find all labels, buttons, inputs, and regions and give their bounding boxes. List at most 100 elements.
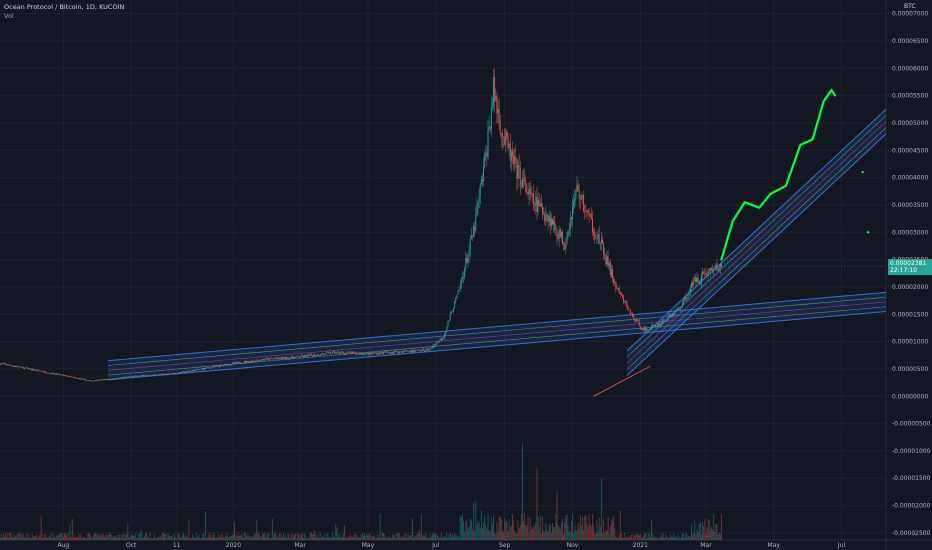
volume-bar (437, 536, 439, 540)
candle-body (235, 362, 237, 364)
volume-bar (115, 535, 117, 540)
candle-body (585, 211, 587, 212)
candle-body (701, 274, 702, 282)
candle-body (496, 96, 498, 114)
volume-bar (506, 521, 508, 540)
candle-body (110, 379, 112, 380)
volume-bar (60, 532, 62, 540)
volume-bar (201, 534, 203, 540)
volume-bar (616, 536, 618, 540)
volume-bar (572, 514, 573, 540)
volume-bar (446, 532, 448, 540)
volume-bar (604, 533, 606, 540)
candle-body (513, 155, 515, 164)
candle-body (59, 374, 61, 376)
candle-body (180, 372, 182, 373)
volume-bar (370, 536, 372, 540)
candle-body (57, 373, 59, 375)
volume-bar (274, 533, 276, 540)
candle-body (15, 366, 17, 367)
candle-body (384, 351, 386, 353)
candle-body (499, 123, 501, 135)
volume-bar (288, 534, 290, 540)
candle-body (196, 369, 198, 370)
volume-bar (406, 537, 408, 540)
candle-body (85, 379, 87, 381)
candle-body (575, 190, 577, 199)
candle-body (30, 368, 32, 370)
candle-body (126, 376, 128, 378)
volume-bar (170, 535, 172, 540)
candle-body (175, 373, 177, 374)
candle-body (261, 359, 263, 361)
candle-body (566, 236, 568, 245)
volume-bar (715, 524, 717, 540)
volume-bar (379, 513, 381, 540)
candle-body (277, 357, 279, 359)
volume-bar (477, 520, 479, 540)
candle-body (637, 319, 639, 322)
candle-body (552, 218, 553, 225)
candle-body (117, 377, 119, 379)
volume-bar (618, 534, 620, 540)
candle-body (495, 96, 497, 102)
volume-bar (310, 532, 312, 540)
channel-inner-line (107, 306, 887, 376)
volume-bar (579, 515, 581, 540)
candle-body (0, 363, 2, 365)
candle-body (705, 273, 707, 276)
candle-body (526, 192, 528, 193)
candle-body (547, 214, 549, 222)
candle-body (166, 373, 168, 375)
candle-body (660, 322, 662, 324)
candle-body (346, 352, 348, 354)
volume-bar (146, 533, 148, 540)
volume-bar (569, 532, 571, 540)
volume-bar (291, 533, 293, 540)
candle-body (470, 235, 472, 239)
candle-body (457, 290, 459, 295)
volume-bar (582, 517, 583, 540)
candle-body (634, 318, 636, 322)
candle-body (315, 355, 317, 357)
candle-body (75, 377, 77, 379)
volume-bar (441, 537, 443, 540)
volume-bar (573, 533, 575, 540)
volume-bar (351, 535, 353, 540)
candle-body (86, 380, 88, 381)
volume-bar (222, 537, 224, 540)
candle-body (409, 350, 411, 352)
candle-body (345, 352, 347, 354)
candle-body (448, 320, 450, 322)
volume-bar (666, 536, 668, 540)
volume-bar (117, 535, 119, 540)
volume-bar (268, 533, 270, 540)
candle-body (624, 301, 626, 303)
candle-body (587, 210, 589, 214)
candle-body (145, 375, 147, 376)
candle-body (151, 374, 153, 376)
volume-bar (82, 538, 84, 540)
candle-body (610, 269, 612, 276)
volume-bar (258, 532, 260, 540)
candle-body (81, 378, 83, 380)
volume-bar (11, 536, 13, 540)
candle-body (177, 372, 179, 374)
candle-body (34, 370, 35, 371)
candle-body (672, 314, 674, 316)
volume-bar (497, 531, 499, 540)
candle-body (283, 356, 284, 358)
candle-body (256, 360, 258, 362)
candle-body (293, 357, 294, 359)
candle-body (328, 352, 330, 353)
candle-body (354, 352, 356, 353)
volume-bar (206, 538, 208, 540)
candle-body (668, 314, 670, 316)
candle-body (161, 373, 163, 375)
candle-body (11, 365, 13, 367)
volume-bar (10, 532, 12, 540)
price-tick-label: -0.00002000 (892, 503, 931, 510)
candle-body (443, 337, 445, 339)
candle-body (140, 375, 142, 377)
